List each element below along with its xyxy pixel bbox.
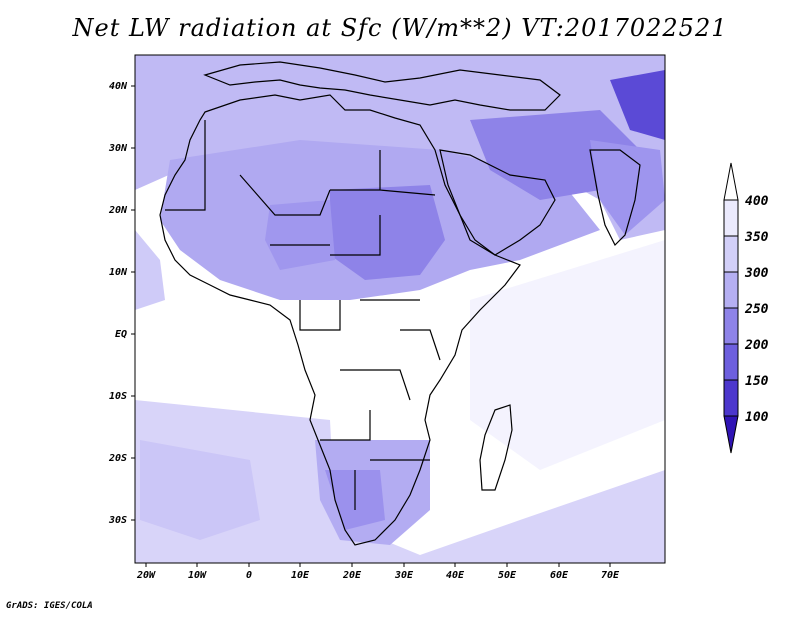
field-dark-sahel [265,200,335,270]
lat-label-10s: 10S [109,391,127,402]
colorbar-segment-4 [723,307,739,345]
map-frame [134,54,666,564]
india-coastline [589,149,641,247]
colorbar-segment-2 [723,235,739,273]
lon-label-20w: 20W [136,570,156,581]
colorbar-label-350: 350 [744,230,769,245]
lon-label-20e: 20E [342,570,362,581]
colorbar-label-150: 150 [745,374,769,389]
interior-borders [165,120,441,510]
lat-label-20s: 20S [108,453,127,464]
field-south-atlantic-patches [140,440,260,540]
colorbar-label-300: 300 [744,266,769,281]
lat-labels: 40N 30N 20N 10N EQ 10S 20S 30S [108,81,128,526]
colorbar-arrow-top [723,162,739,201]
europe-coastline [203,61,561,111]
radiation-field [135,55,665,563]
colorbar-segment-3 [723,271,739,309]
lon-labels: 20W 10W 0 10E 20E 30E 40E 50E 60E 70E [136,570,620,581]
credit-text: GrADS: IGES/COLA [6,601,93,611]
lat-label-40n: 40N [109,81,128,92]
colorbar-segment-6 [723,379,739,417]
field-indian-ocean [470,240,665,470]
field-atlantic [135,230,165,310]
lon-label-40e: 40E [446,570,465,581]
field-dark-sudan [330,185,445,280]
colorbar-label-100: 100 [745,410,769,425]
field-dark-himalaya [610,70,665,140]
colorbar-segment-5 [723,343,739,381]
lat-ticks [131,85,135,521]
lon-label-30e: 30E [394,570,414,581]
lat-label-20n: 20N [108,205,128,216]
colorbar-label-250: 250 [744,302,769,317]
colorbar-label-200: 200 [744,338,769,353]
colorbar [723,162,739,454]
arabia-coastline [439,149,556,256]
madagascar-coastline [479,404,513,491]
coastlines [159,61,641,546]
lon-label-60e: 60E [550,570,569,581]
field-dark-india [590,140,665,235]
colorbar-labels: 400 350 300 250 200 150 100 [744,194,769,425]
lat-label-10n: 10N [109,267,128,278]
chart-title: Net LW radiation at Sfc (W/m**2) VT:2017… [72,14,728,42]
lon-label-10e: 10E [291,570,310,581]
colorbar-arrow-bottom [723,415,739,454]
lon-label-0: 0 [246,570,252,581]
lat-label-eq: EQ [115,329,127,340]
colorbar-label-400: 400 [745,194,769,209]
lon-label-10w: 10W [188,570,207,581]
lat-label-30n: 30N [108,143,128,154]
field-southern-ocean [135,400,665,563]
africa-coastline [159,94,521,546]
lon-ticks [145,563,611,567]
lon-label-70e: 70E [601,570,620,581]
lat-label-30s: 30S [108,515,127,526]
lon-label-50e: 50E [498,570,517,581]
colorbar-segment-1 [723,199,739,237]
